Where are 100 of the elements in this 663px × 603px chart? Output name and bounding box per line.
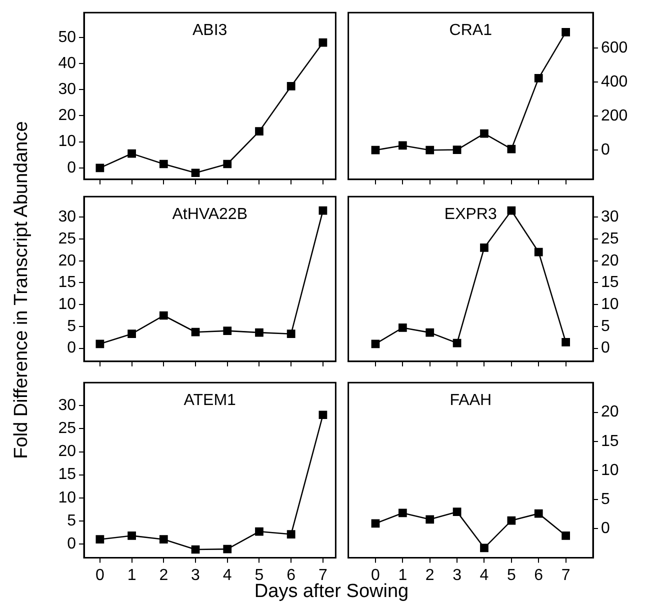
x-tick-label: 4	[222, 566, 232, 584]
y-tick-label: 30	[58, 81, 76, 98]
y2-tick-label: 20	[601, 404, 619, 421]
point	[507, 144, 516, 154]
x-tick-label: 1	[398, 566, 408, 584]
point	[286, 82, 296, 90]
y-tick-label: 20	[58, 107, 76, 124]
y-tick-label: 10	[58, 133, 76, 150]
point	[452, 338, 462, 348]
y-tick-label: 0	[67, 159, 76, 176]
text: FAAH	[450, 392, 492, 410]
y2-tick-label: 0	[601, 340, 610, 357]
y-tick-label: 5	[67, 318, 76, 335]
point	[318, 206, 328, 215]
y2-tick-label: 5	[601, 318, 610, 335]
point	[191, 168, 200, 178]
y2-tick-label: 30	[601, 208, 619, 226]
point	[534, 248, 543, 256]
y2-tick-label: 200	[601, 107, 628, 124]
x-tick-label: 6	[286, 566, 296, 584]
point	[96, 535, 104, 544]
x-tick-label: 5	[506, 566, 516, 584]
point	[286, 330, 296, 338]
y-tick-label: 0	[67, 340, 76, 357]
y-tick-label: 50	[58, 28, 76, 46]
x-tick-label: 1	[127, 566, 136, 584]
point	[318, 38, 328, 47]
y-axis-title: Fold Difference in Transcript Abundance	[11, 121, 33, 459]
point	[426, 328, 434, 337]
y-tick-label: 25	[58, 420, 76, 438]
y-tick-label: 0	[67, 535, 76, 552]
point	[452, 146, 462, 154]
y2-tick-label: 15	[601, 432, 619, 450]
point	[255, 527, 264, 536]
point	[452, 508, 462, 516]
point	[534, 509, 543, 518]
y-tick-label: 10	[58, 296, 76, 313]
point	[480, 544, 488, 552]
point	[398, 141, 407, 150]
point	[398, 324, 407, 332]
y2-tick-label: 10	[601, 462, 619, 479]
x-axis-title: Days after Sowing	[253, 581, 410, 602]
point	[480, 129, 488, 138]
point	[534, 74, 543, 82]
point	[371, 519, 380, 528]
y-tick-label: 40	[58, 54, 76, 72]
x-tick-label: 7	[561, 566, 570, 584]
point	[159, 535, 168, 544]
x-tick-label: 3	[191, 566, 200, 584]
x-tick-label: 2	[425, 566, 434, 584]
point	[562, 28, 570, 36]
y-tick-label: 20	[58, 443, 76, 460]
point	[562, 338, 570, 346]
y-tick-label: 10	[58, 489, 76, 506]
y2-tick-label: 20	[601, 252, 619, 270]
y-tick-label: 20	[58, 252, 76, 270]
point	[371, 146, 380, 154]
y2-tick-label: 10	[601, 296, 619, 313]
x-tick-label: 5	[254, 566, 264, 584]
point	[223, 544, 232, 554]
point	[128, 149, 136, 158]
point	[507, 516, 516, 525]
point	[96, 340, 104, 348]
point	[96, 164, 104, 172]
text: AtHVA22B	[172, 206, 248, 224]
x-tick-label: 2	[159, 566, 168, 584]
y2-tick-label: 0	[601, 520, 610, 538]
y2-tick-label: 600	[601, 39, 628, 56]
y-tick-label: 30	[58, 208, 76, 226]
x-tick-label: 6	[534, 566, 544, 584]
point	[255, 328, 264, 337]
x-tick-label: 0	[371, 566, 380, 584]
point	[318, 410, 328, 420]
x-tick-label: 3	[452, 566, 462, 584]
y2-tick-label: 5	[601, 491, 610, 508]
point	[371, 340, 380, 348]
y2-tick-label: 0	[601, 142, 610, 158]
point	[426, 146, 434, 154]
point	[223, 326, 232, 335]
text: EXPR3	[444, 206, 497, 224]
point	[255, 127, 264, 136]
text: ATEM1	[184, 392, 236, 410]
point	[191, 545, 200, 554]
point	[223, 160, 232, 168]
y2-tick-label: 25	[601, 230, 619, 248]
y-tick-label: 15	[58, 466, 76, 484]
text: ABI3	[192, 22, 228, 40]
y-tick-label: 30	[58, 397, 76, 414]
point	[426, 515, 434, 524]
x-tick-label: 4	[480, 566, 489, 584]
point	[128, 531, 136, 540]
point	[398, 508, 407, 518]
y-tick-label: 25	[58, 230, 76, 248]
y2-tick-label: 15	[601, 274, 619, 292]
point	[480, 244, 488, 252]
point	[562, 531, 570, 540]
point	[191, 328, 200, 336]
y-tick-label: 15	[58, 274, 76, 292]
y2-tick-label: 400	[601, 73, 628, 90]
point	[128, 330, 136, 338]
